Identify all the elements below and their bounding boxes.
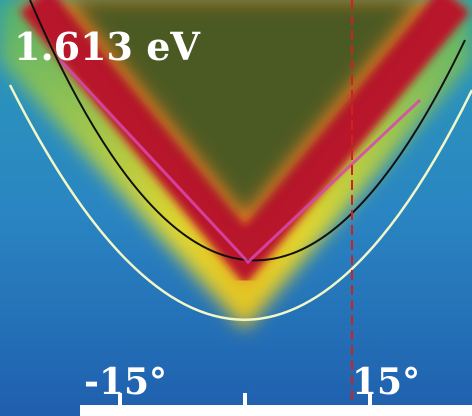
dark-interior bbox=[70, 0, 420, 215]
red-band bbox=[20, 0, 470, 285]
angle-label: -15° bbox=[84, 361, 167, 403]
pink-lines bbox=[58, 58, 422, 265]
energy-label: 1.613 eV bbox=[14, 24, 201, 69]
white-parabola bbox=[8, 84, 472, 321]
angle-label: 15° bbox=[352, 361, 420, 403]
bottom-strip bbox=[80, 405, 472, 416]
